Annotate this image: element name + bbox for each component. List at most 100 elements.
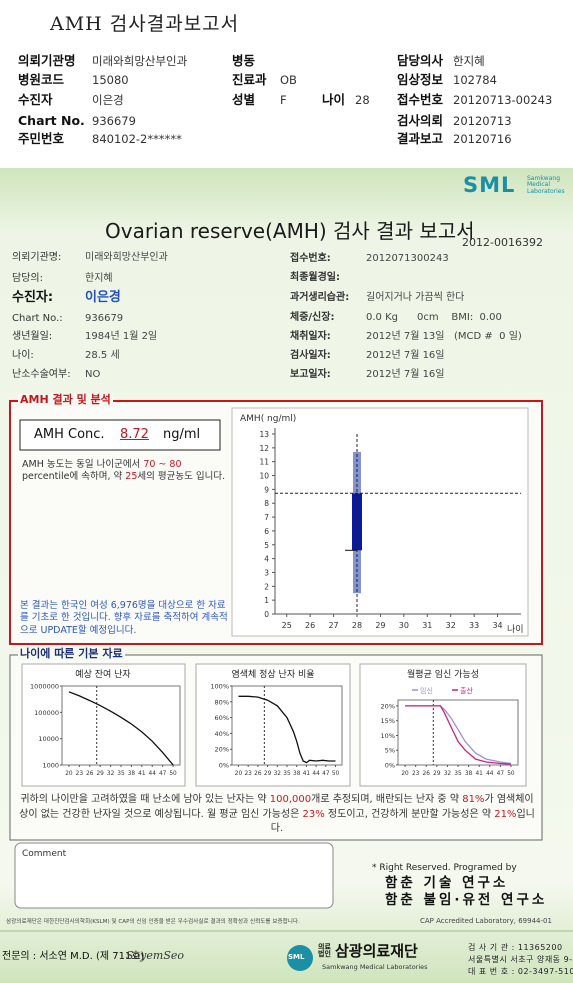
x-tick-label: 33 [469,621,479,630]
y-tick-label: 1000000 [30,683,59,691]
info-label: 생년월일: [12,331,53,342]
info-value: 2012년 7월 16일 [366,369,445,380]
info-value: NO [85,369,101,380]
x-tick-label: 20 [235,771,243,777]
y-tick-label: 8 [264,499,269,508]
address-line: 서울특별시 서초구 양재동 9-60 [468,955,573,964]
chart-title: 염색체 정상 난자 비율 [231,669,314,680]
info-value: 이은경 [85,290,121,305]
field-label: 주민번호 [18,131,65,146]
doctor: 전문의 : 서소연 M.D. (제 711호) [2,951,145,962]
field-label: 수진자 [18,92,53,107]
summary-text-part: 23% [302,808,325,820]
plot-area [231,685,343,766]
x-tick-label: 35 [117,771,125,777]
summary-text-part: 개로 추정되며, 배란되는 난자 중 약 [311,794,463,805]
x-tick-label: 23 [76,771,84,777]
x-tick-label: 26 [254,771,262,777]
x-tick-label: 38 [293,771,301,777]
y-tick-label: 5% [385,747,395,755]
y-tick-label: 10% [381,732,395,740]
org-prefix: 의료 법인 [318,943,331,958]
info-value: 한지혜 [85,273,113,284]
x-tick-label: 23 [244,771,252,777]
y-tick-label: 9 [264,485,269,494]
footer-logo-mark [287,945,313,971]
plot-area [397,699,519,766]
analysis-text: AMH 농도는 동일 나이군에서 70 ~ 80 percentile에 속하며… [22,459,227,483]
field-value: F [280,93,287,107]
info-label: 담당의: [12,273,43,284]
y-tick-label: 100% [210,683,229,691]
info-value: 2012071300243 [366,253,449,264]
info-label: 과거생리습관: [290,292,350,303]
x-tick-label: 28 [352,621,362,630]
report-title: Ovarian reserve(AMH) 검사 결과 보고서 [105,219,475,243]
x-tick-label: 50 [507,771,515,777]
summary-text-part: 정도이고, 건강하게 분만할 가능성은 약 [324,808,495,820]
page-title: AMH 검사결과보고서 [50,13,240,35]
analysis-text-part: AMH 농도는 동일 나이군에서 [22,459,144,470]
amh-chart-frame [231,407,529,637]
field-value: 한지혜 [453,54,485,68]
info-value: 1984년 1월 2일 [85,331,158,342]
x-tick-label: 41 [303,771,311,777]
x-tick-label: 32 [446,621,456,630]
info-label: 나이: [12,350,34,361]
y-tick-label: 40% [215,730,229,738]
field-label: 나이 [322,92,346,107]
info-value: 미래와희망산부인과 [85,252,168,263]
x-tick-label: 29 [96,771,104,777]
summary-text-part: 100,000 [269,794,312,805]
y-tick-label: 100000 [34,709,59,717]
org-english: Samkwang Medical Laboratories [322,963,428,971]
conc-box [19,419,221,451]
summary-text: 귀하의 나이만을 고려하였을 때 난소에 남아 있는 난자는 약 100,000… [18,793,536,837]
address-line: 대 표 번 호 : 02-3497-5100 [468,967,573,976]
comment-box [14,842,334,909]
y-tick-label: 20% [381,702,395,710]
x-tick-label: 25 [282,621,292,630]
chart-title: 예상 잔여 난자 [75,668,131,680]
info-label: 채취일자: [290,331,331,342]
info-value: 길어지거나 가끔씩 한다 [366,292,465,303]
summary-text-part: 21% [494,808,517,820]
x-tick-label: 27 [328,621,338,630]
chart-title: 월평균 임신 가능성 [407,668,479,680]
x-tick-label: 47 [322,771,330,777]
org-name: 삼광의료재단 [335,942,418,960]
x-tick-label: 35 [283,771,291,777]
summary-text-part: 81% [462,794,485,805]
y-tick-label: 10000 [38,735,59,743]
x-tick-label: 29 [264,771,272,777]
x-tick-label: 38 [128,771,136,777]
info-label: 검사일자: [290,350,331,361]
field-label: 담당의사 [397,53,444,68]
x-tick-label: 41 [475,771,483,777]
field-value: 840102-2****** [92,132,182,146]
field-value: 미래와희망산부인과 [92,54,188,68]
analysis-text-part: 25 [125,470,138,482]
summary-text-part: 입니다. [270,808,535,835]
y-tick-label: 12 [259,444,269,453]
field-label: 병동 [232,53,256,68]
field-value: 20120713 [453,114,512,128]
field-label: 검사의뢰 [397,113,444,128]
field-label: Chart No. [18,113,85,128]
x-tick-label: 20 [65,771,73,777]
y-tick-label: 3 [264,568,269,577]
info-value: 0.0 Kg 0cm BMI: 0.00 [366,312,502,323]
info-value: 2012년 7월 16일 [366,350,445,361]
comment-label: Comment [22,849,67,859]
conc-label: AMH Conc. [34,427,105,442]
data-line [405,705,511,765]
field-label: 임상정보 [397,72,444,87]
x-tick-label: 26 [305,621,315,630]
x-tick-label: 26 [423,771,431,777]
x-tick-label: 50 [169,771,177,777]
x-tick-label: 44 [149,771,157,777]
footer-logo: SML [288,953,305,961]
field-value: 20120713-00243 [453,93,553,107]
y-tick-label: 13 [259,430,269,439]
